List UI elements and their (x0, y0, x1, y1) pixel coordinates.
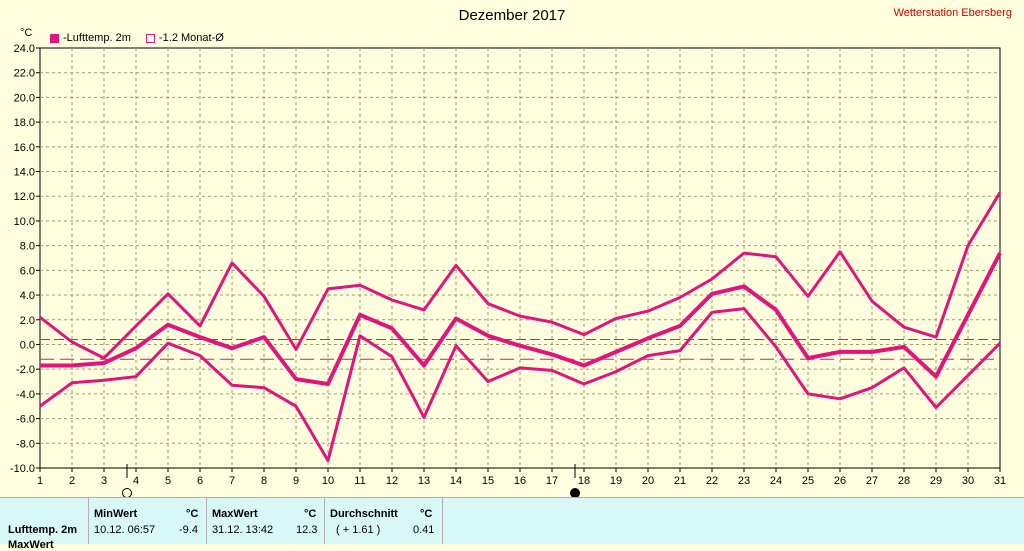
min-header: MinWert (94, 508, 138, 520)
y-tick-label: 4.0 (20, 290, 35, 302)
divider (206, 498, 207, 544)
y-tick-label: 18.0 (14, 117, 35, 129)
y-tick-label: 12.0 (14, 191, 35, 203)
x-tick-label: 27 (866, 475, 878, 487)
x-tick-label: 10 (322, 475, 334, 487)
y-tick-label: 22.0 (14, 68, 35, 80)
max-header: MaxWert (212, 508, 258, 520)
new-moon-icon (570, 488, 580, 497)
avg-header: Durchschnitt (330, 508, 398, 520)
y-tick-label: 10.0 (14, 216, 35, 228)
full-moon-icon (122, 488, 132, 497)
y-tick-label: -4.0 (16, 389, 35, 401)
y-axis-ticks: 24.0 22.0 20.0 18.0 16.0 14.0 12.0 10.0 8.0 6.0 4.… (10, 43, 40, 475)
reference-lines (40, 339, 1000, 360)
legend-swatch-outline (146, 33, 155, 43)
x-tick-label: 22 (706, 475, 718, 487)
x-tick-label: 21 (674, 475, 686, 487)
y-tick-label: -8.0 (16, 438, 35, 450)
avg-delta: ( + 1.61 ) (336, 524, 381, 536)
temperature-chart: 24.022.020.018.016.014.012.010.08.06.04.… (10, 43, 1006, 497)
y-tick-label: 0.0 (20, 339, 35, 351)
x-tick-label: 1 (37, 475, 43, 487)
y-tick-label: 14.0 (14, 167, 35, 179)
y-unit-label: °C (20, 27, 33, 39)
x-tick-label: 30 (962, 475, 974, 487)
x-tick-label: 16 (514, 475, 526, 487)
stats-row2-label: MaxWert (8, 539, 54, 551)
x-tick-label: 6 (197, 475, 203, 487)
series-line-max (39, 191, 1002, 360)
x-tick-label: 15 (482, 475, 494, 487)
y-tick-label: 20.0 (14, 92, 35, 104)
min-time: 10.12. 06:57 (94, 524, 156, 536)
x-tick-label: 13 (418, 475, 430, 487)
x-tick-label: 31 (994, 475, 1006, 487)
x-tick-label: 28 (898, 475, 910, 487)
divider (324, 498, 325, 544)
chart-title: Dezember 2017 (458, 7, 566, 24)
y-tick-label: 24.0 (14, 43, 35, 55)
legend-swatch-filled (50, 33, 59, 43)
legend-item-temperature: -Lufttemp. 2m (50, 32, 131, 44)
x-tick-label: 4 (133, 475, 139, 487)
series-line-min (39, 307, 1002, 463)
x-tick-label: 2 (69, 475, 75, 487)
series-lines (39, 191, 1002, 463)
x-tick-label: 29 (930, 475, 942, 487)
x-tick-label: 3 (101, 475, 107, 487)
legend-label-temperature: -Lufttemp. 2m (63, 32, 131, 44)
divider (442, 498, 443, 544)
station-name: Wetterstation Ebersberg (893, 7, 1012, 19)
stats-row-label: Lufttemp. 2m (8, 524, 78, 536)
y-tick-label: -10.0 (10, 463, 35, 475)
x-tick-label: 5 (165, 475, 171, 487)
series-line-mean (40, 252, 1002, 386)
min-unit: °C (186, 508, 199, 520)
statistics-panel: Lufttemp. 2m MaxWert MinWert °C 10.12. 0… (0, 497, 1024, 551)
avg-value: 0.41 (413, 524, 435, 536)
x-tick-label: 8 (261, 475, 267, 487)
max-unit: °C (304, 508, 317, 520)
x-tick-label: 7 (229, 475, 235, 487)
moon-phase-markers (122, 464, 580, 497)
x-tick-label: 12 (386, 475, 398, 487)
x-tick-label: 11 (354, 475, 365, 487)
x-tick-label: 26 (834, 475, 846, 487)
avg-unit: °C (420, 508, 433, 520)
y-tick-label: 2.0 (20, 315, 35, 327)
y-tick-label: -2.0 (16, 364, 35, 376)
x-tick-label: 24 (770, 475, 782, 487)
x-tick-label: 14 (450, 475, 462, 487)
y-tick-label: 16.0 (14, 142, 35, 154)
divider (88, 498, 89, 544)
x-tick-label: 19 (610, 475, 622, 487)
x-tick-label: 20 (642, 475, 654, 487)
y-tick-label: 6.0 (20, 265, 35, 277)
max-time: 31.12. 13:42 (212, 524, 274, 536)
x-tick-label: 17 (546, 475, 558, 487)
x-tick-label: 25 (802, 475, 814, 487)
x-tick-label: 18 (578, 475, 590, 487)
min-value: -9.4 (179, 524, 198, 536)
legend-label-monthly-avg: -1.2 Monat-Ø (159, 32, 224, 44)
x-axis-ticks: 1 2 3 4 5 6 7 8 9 10 11 12 13 14 15 16 17 18 19 20 21 22 23 24 2… (37, 468, 1006, 487)
x-tick-label: 23 (738, 475, 750, 487)
x-tick-label: 9 (293, 475, 299, 487)
max-value: 12.3 (296, 524, 318, 536)
y-tick-label: -6.0 (16, 414, 35, 426)
legend-item-monthly-avg: -1.2 Monat-Ø (146, 32, 224, 44)
y-tick-label: 8.0 (20, 241, 35, 253)
